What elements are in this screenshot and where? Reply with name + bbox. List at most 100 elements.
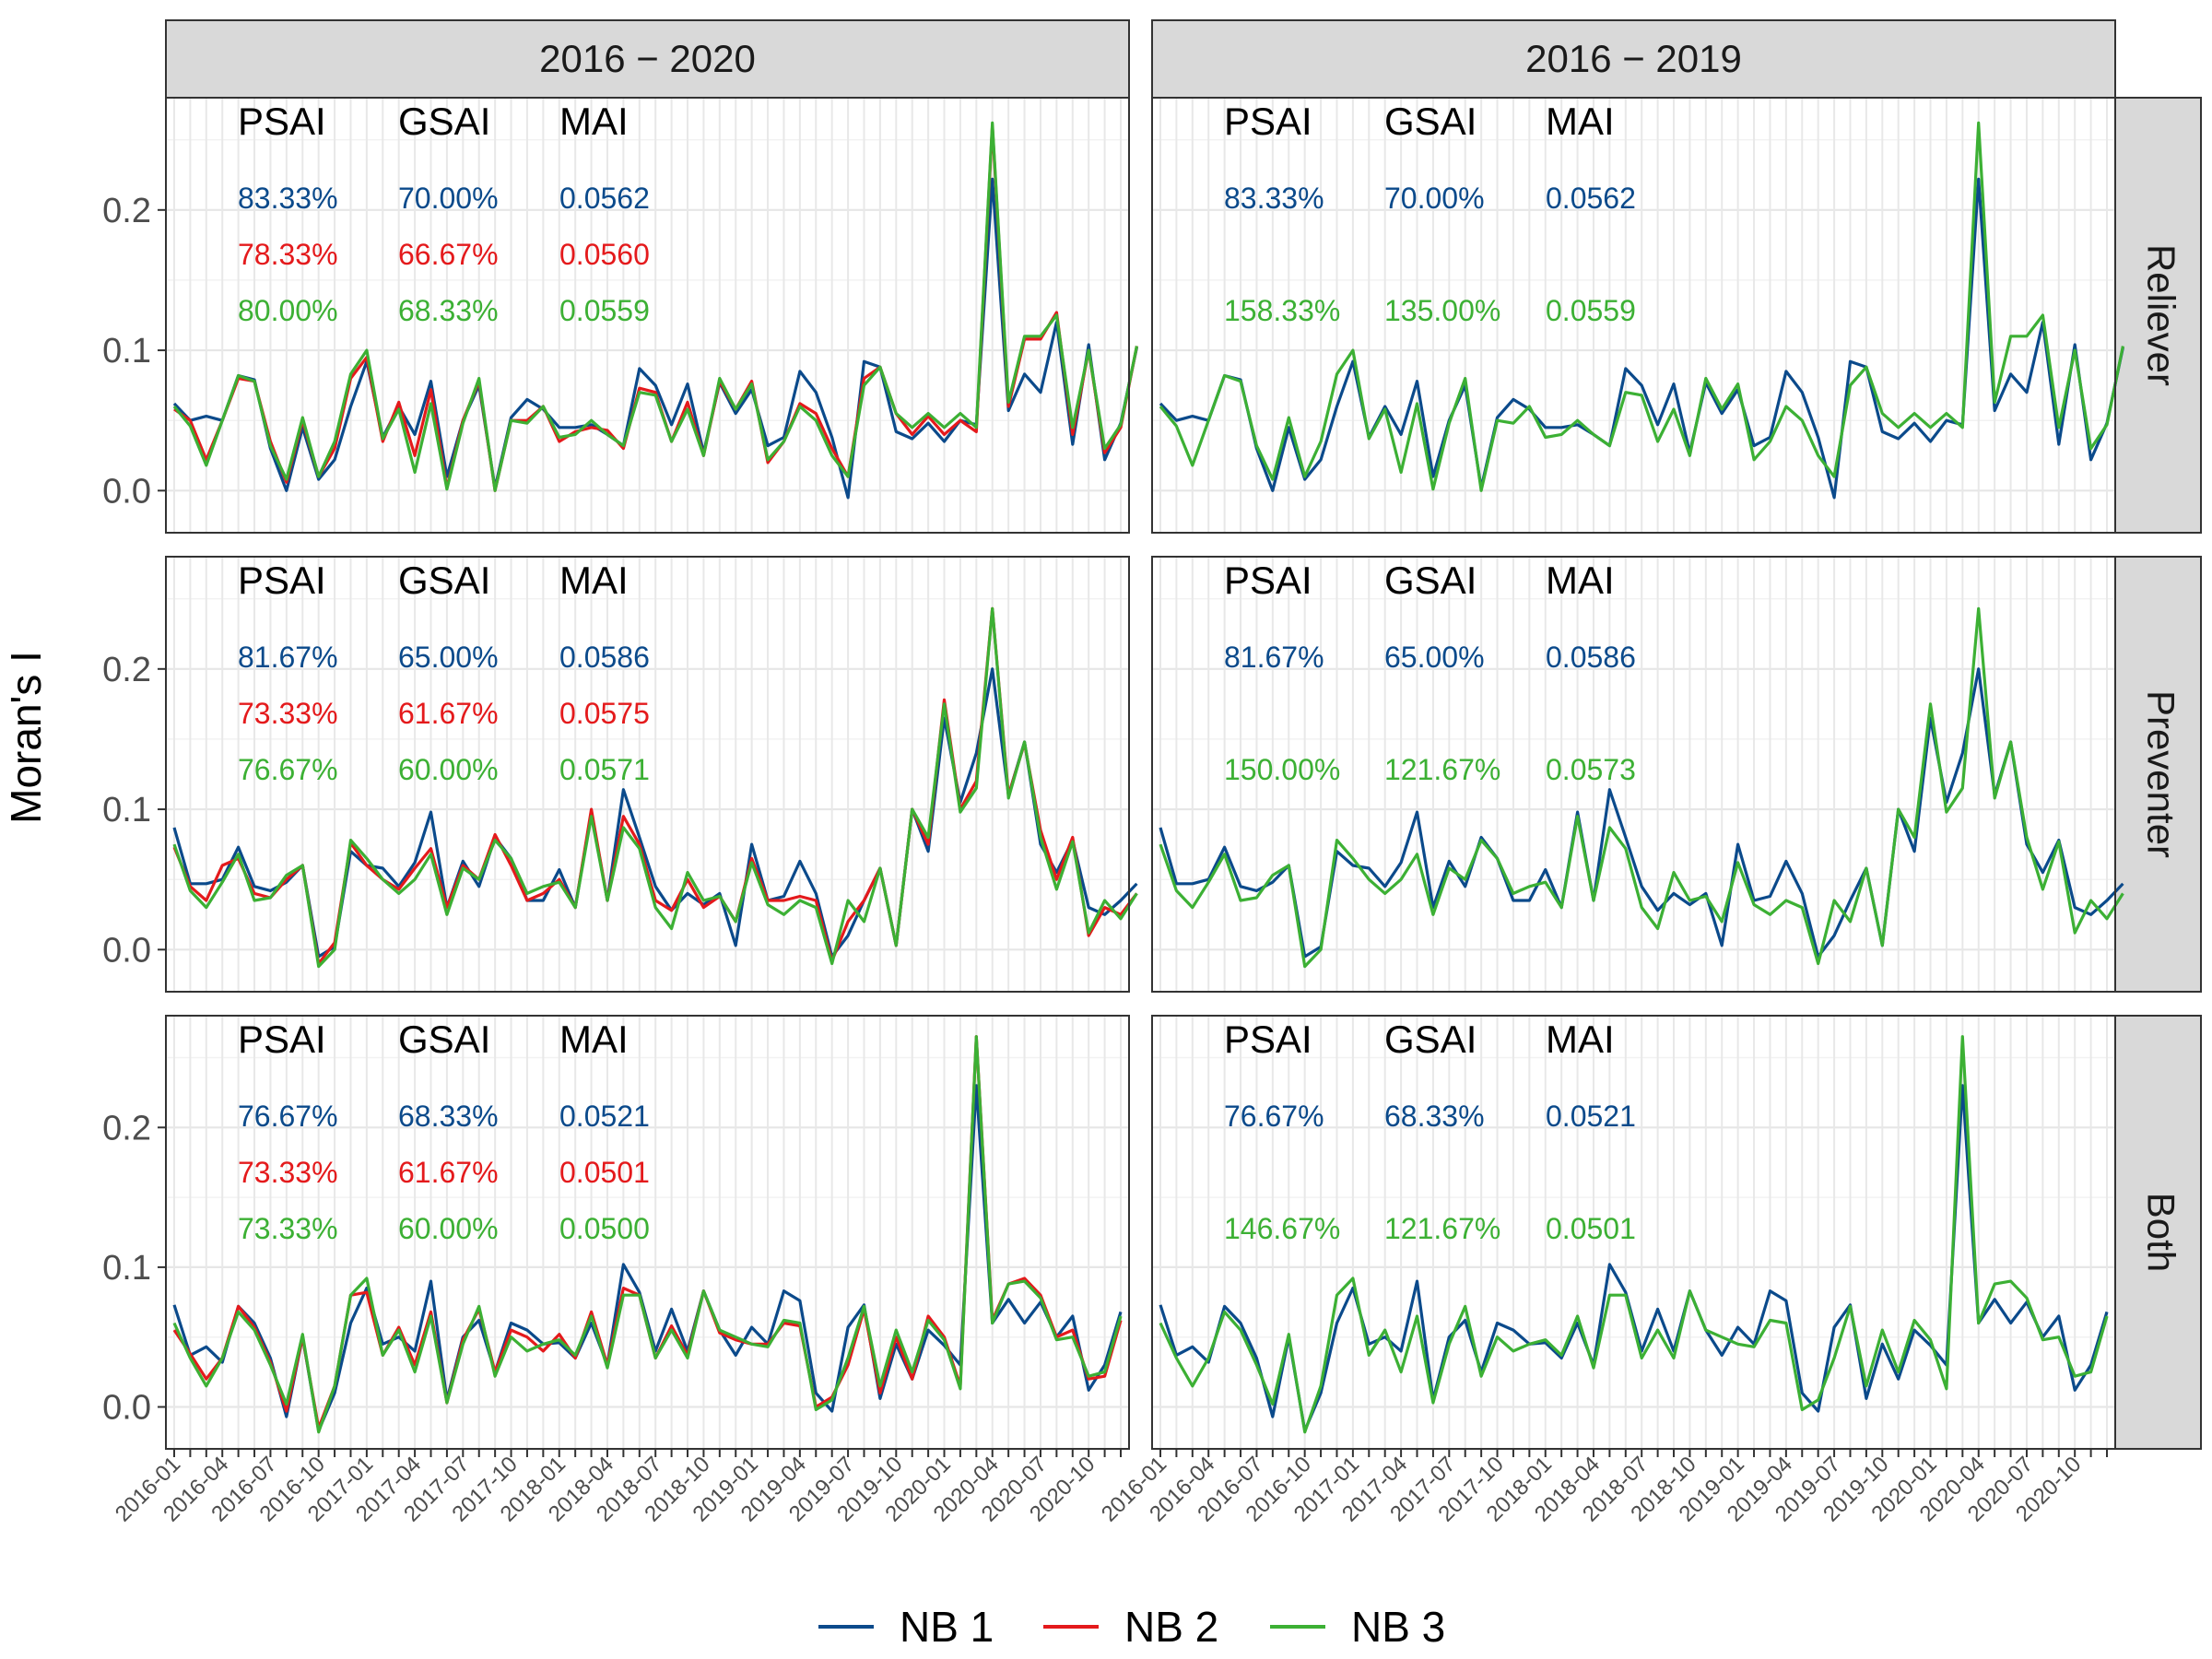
- facet-strip-both: [2114, 1015, 2202, 1450]
- panel-border: [165, 97, 1130, 534]
- facet-strip-label: Preventer: [2139, 690, 2183, 858]
- y-axis-label: Moran's I: [2, 651, 50, 824]
- legend-item-nb-2: NB 2: [1043, 1603, 1218, 1651]
- series-line-nb-3: [172, 1035, 1123, 1434]
- series-line-nb-2: [173, 124, 1138, 492]
- series-line-nb-3: [1159, 1035, 2109, 1434]
- stat-value: 70.00%: [398, 182, 499, 215]
- stat-header-gsai: GSAI: [1384, 100, 1477, 143]
- y-tick-label: 0.1: [102, 332, 151, 371]
- stat-value: 66.67%: [398, 238, 499, 271]
- stat-header-psai: PSAI: [238, 559, 326, 602]
- legend-item-nb-3: NB 3: [1270, 1603, 1445, 1651]
- stat-header-mai: MAI: [1546, 100, 1615, 143]
- stat-header-gsai: GSAI: [1384, 1018, 1477, 1061]
- stat-value: 0.0562: [559, 182, 650, 215]
- stat-value: 0.0500: [559, 1212, 650, 1245]
- stat-header-mai: MAI: [1546, 1018, 1615, 1061]
- series-line-nb-3: [1159, 121, 2124, 492]
- stat-header-gsai: GSAI: [1384, 559, 1477, 602]
- panel-both-2016-2019: PSAI GSAI MAI 76.67% 68.33% 0.0521 146.67% 121.…: [1097, 1015, 2116, 1527]
- y-tick-label: 0.1: [102, 791, 151, 830]
- facet-strip-label: Reliever: [2139, 244, 2183, 386]
- y-tick-label: 0.1: [102, 1249, 151, 1288]
- stat-value: 65.00%: [398, 641, 499, 674]
- stat-header-mai: MAI: [559, 559, 629, 602]
- panels: 2016 − 2020 2016 − 2019 Reliever Preventer B…: [102, 19, 2202, 1527]
- stat-value: 73.33%: [238, 1156, 338, 1189]
- panel-reliever-2016-2020: PSAI GSAI MAI 83.33% 70.00% 0.0562 78.33% 66.67…: [102, 97, 1138, 534]
- stat-value: 60.00%: [398, 1212, 499, 1245]
- stat-header-gsai: GSAI: [398, 1018, 490, 1061]
- stat-value: 0.0562: [1546, 182, 1636, 215]
- facet-strip-2016-2020: [165, 19, 1130, 99]
- stat-value: 0.0573: [1546, 753, 1636, 786]
- stat-value: 61.67%: [398, 1156, 499, 1189]
- stat-header-psai: PSAI: [1224, 559, 1312, 602]
- stat-header-psai: PSAI: [1224, 1018, 1312, 1061]
- panel-preventer-2016-2020: PSAI GSAI MAI 81.67% 65.00% 0.0586 73.33% 61.67…: [102, 556, 1138, 993]
- series-line-nb-3: [172, 606, 1138, 969]
- stat-value: 121.67%: [1384, 1212, 1500, 1245]
- y-tick-label: 0.0: [102, 472, 151, 511]
- y-tick-label: 0.2: [102, 1109, 151, 1147]
- series-line-nb-3: [1159, 606, 2124, 969]
- stat-value: 68.33%: [398, 1100, 499, 1133]
- stat-header-psai: PSAI: [238, 1018, 326, 1061]
- panel-both-2016-2020: PSAI GSAI MAI 76.67% 68.33% 0.0521 73.33% 61.67…: [102, 1015, 1130, 1527]
- stat-header-psai: PSAI: [1224, 100, 1312, 143]
- panel-preventer-2016-2019: PSAI GSAI MAI 81.67% 65.00% 0.0586 150.00% 121.…: [1151, 556, 2124, 993]
- stat-value: 76.67%: [238, 1100, 338, 1133]
- panel-border: [165, 556, 1130, 993]
- stat-value: 76.67%: [1224, 1100, 1324, 1133]
- panel-border: [1151, 1015, 2116, 1450]
- stat-value: 73.33%: [238, 697, 338, 730]
- facet-strip-preventer: [2114, 556, 2202, 993]
- y-tick-label: 0.0: [102, 931, 151, 970]
- series-line-nb-3: [172, 121, 1138, 492]
- stat-value: 68.33%: [1384, 1100, 1485, 1133]
- stat-value: 76.67%: [238, 753, 338, 786]
- stat-value: 0.0559: [1546, 294, 1636, 327]
- stat-value: 80.00%: [238, 294, 338, 327]
- stat-value: 81.67%: [238, 641, 338, 674]
- facet-strip-2016-2019: [1151, 19, 2116, 99]
- stat-value: 150.00%: [1224, 753, 1340, 786]
- stat-value: 0.0586: [1546, 641, 1636, 674]
- stat-value: 81.67%: [1224, 641, 1324, 674]
- stat-value: 0.0501: [559, 1156, 650, 1189]
- stat-header-mai: MAI: [559, 1018, 629, 1061]
- panel-reliever-2016-2019: PSAI GSAI MAI 83.33% 70.00% 0.0562 158.33% 135.…: [1151, 97, 2124, 534]
- stat-value: 60.00%: [398, 753, 499, 786]
- stat-value: 0.0521: [559, 1100, 650, 1133]
- facet-strip-label: 2016 − 2019: [1525, 37, 1742, 80]
- stat-value: 146.67%: [1224, 1212, 1340, 1245]
- facet-strip-reliever: [2114, 97, 2202, 534]
- stat-value: 158.33%: [1224, 294, 1340, 327]
- legend: NB 1 NB 2 NB 3: [818, 1603, 1445, 1651]
- y-tick-label: 0.0: [102, 1389, 151, 1428]
- stat-header-psai: PSAI: [238, 100, 326, 143]
- stat-value: 0.0571: [559, 753, 650, 786]
- stat-value: 70.00%: [1384, 182, 1485, 215]
- stat-value: 83.33%: [1224, 182, 1324, 215]
- stat-value: 0.0560: [559, 238, 650, 271]
- panel-border: [1151, 97, 2116, 534]
- stat-header-mai: MAI: [1546, 559, 1615, 602]
- stat-value: 65.00%: [1384, 641, 1485, 674]
- stat-value: 83.33%: [238, 182, 338, 215]
- stat-value: 0.0575: [559, 697, 650, 730]
- facet-strip-label: Both: [2139, 1193, 2183, 1272]
- stat-header-gsai: GSAI: [398, 559, 490, 602]
- y-tick-label: 0.2: [102, 192, 151, 230]
- legend-label: NB 1: [900, 1603, 994, 1651]
- legend-label: NB 2: [1124, 1603, 1218, 1651]
- stat-value: 121.67%: [1384, 753, 1500, 786]
- stat-value: 0.0559: [559, 294, 650, 327]
- stat-value: 0.0586: [559, 641, 650, 674]
- panel-border: [165, 1015, 1130, 1450]
- stat-value: 135.00%: [1384, 294, 1500, 327]
- y-tick-label: 0.2: [102, 651, 151, 689]
- facet-strip-label: 2016 − 2020: [539, 37, 756, 80]
